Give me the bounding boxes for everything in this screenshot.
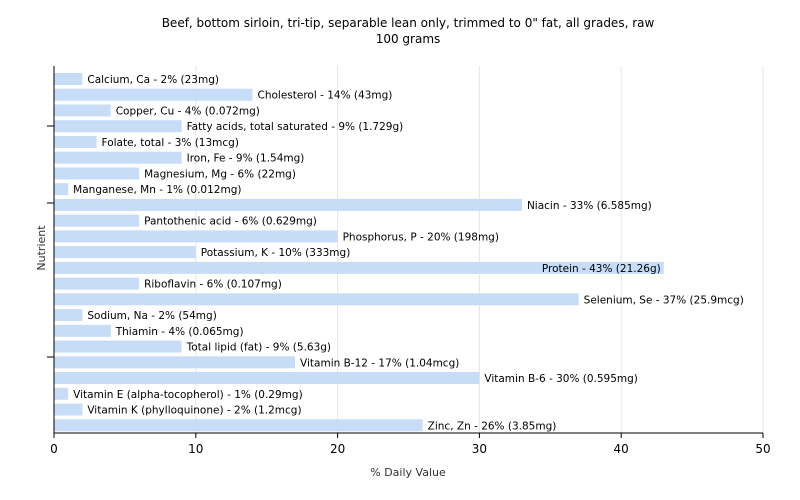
bar-label: Vitamin B-12 - 17% (1.04mcg) (300, 357, 459, 369)
x-tick-label: 10 (188, 442, 203, 456)
bar-label: Potassium, K - 10% (333mg) (201, 247, 351, 259)
bar-label: Phosphorus, P - 20% (198mg) (343, 231, 499, 243)
x-tick-label: 40 (614, 442, 629, 456)
bar-label: Vitamin E (alpha-tocopherol) - 1% (0.29m… (73, 389, 303, 401)
bar-label: Vitamin B-6 - 30% (0.595mg) (484, 373, 638, 385)
chart-title: Beef, bottom sirloin, tri-tip, separable… (161, 16, 655, 30)
bar (54, 309, 83, 322)
bar (54, 167, 140, 180)
bar-label: Vitamin K (phylloquinone) - 2% (1.2mcg) (87, 405, 301, 417)
bar (54, 403, 83, 416)
bar-label: Calcium, Ca - 2% (23mg) (87, 74, 219, 86)
bar (54, 293, 579, 306)
bar (54, 372, 480, 385)
bar-label: Copper, Cu - 4% (0.072mg) (116, 105, 260, 117)
bar-label: Magnesium, Mg - 6% (22mg) (144, 168, 296, 180)
bar-label: Manganese, Mn - 1% (0.012mg) (73, 184, 241, 196)
x-tick-label: 30 (472, 442, 487, 456)
bar (54, 214, 140, 227)
bar-label: Folate, total - 3% (13mcg) (102, 137, 239, 149)
bar-label: Zinc, Zn - 26% (3.85mg) (428, 420, 557, 432)
bar (54, 88, 253, 101)
bar (54, 151, 182, 164)
bar (54, 73, 83, 85)
axes (53, 66, 763, 434)
bar (54, 198, 522, 211)
bar-label: Protein - 43% (21.26g) (542, 263, 661, 275)
bar-label: Selenium, Se - 37% (25.9mcg) (584, 294, 744, 306)
bar-label: Pantothenic acid - 6% (0.629mg) (144, 216, 317, 228)
bar-label: Thiamin - 4% (0.065mg) (115, 326, 244, 338)
bar (54, 246, 196, 259)
bar (54, 120, 182, 133)
bar-label: Sodium, Na - 2% (54mg) (87, 310, 216, 322)
bar-labels: Calcium, Ca - 2% (23mg) Cholesterol - 14%… (73, 74, 744, 432)
bar (54, 419, 423, 432)
bar-label: Niacin - 33% (6.585mg) (527, 200, 652, 212)
bar (54, 340, 182, 353)
bar (54, 135, 97, 148)
bar-label: Riboflavin - 6% (0.107mg) (144, 279, 282, 291)
bar (54, 230, 338, 243)
bar (54, 277, 140, 290)
x-axis-ticks: 0 10 20 30 40 50 (47, 125, 771, 456)
bar (54, 356, 296, 369)
bar (54, 387, 69, 400)
chart-title-block: Beef, bottom sirloin, tri-tip, separable… (0, 15, 800, 47)
bar-label: Total lipid (fat) - 9% (5.63g) (186, 342, 331, 354)
bar (54, 261, 664, 274)
x-tick-label: 0 (50, 442, 58, 456)
bar-label: Iron, Fe - 9% (1.54mg) (187, 153, 305, 165)
bar (54, 324, 111, 337)
chart-subtitle: 100 grams (375, 32, 441, 46)
bars (54, 73, 664, 432)
bar (54, 104, 111, 117)
x-tick-label: 20 (330, 442, 345, 456)
x-axis-title: % Daily Value (370, 466, 446, 479)
x-tick-label: 50 (755, 442, 770, 456)
y-axis-title: Nutrient (35, 225, 48, 271)
bar (54, 183, 69, 196)
bar-label: Cholesterol - 14% (43mg) (258, 90, 393, 102)
bar-label: Fatty acids, total saturated - 9% (1.729… (187, 121, 404, 133)
